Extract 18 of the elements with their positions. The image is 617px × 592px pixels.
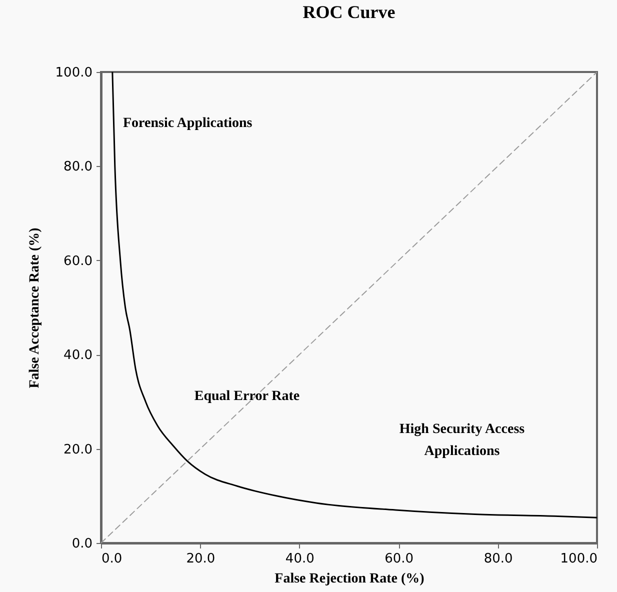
y-tick-label: 0.0 xyxy=(72,536,92,552)
y-tick-label: 40.0 xyxy=(64,348,92,364)
chart-title: ROC Curve xyxy=(302,2,396,22)
x-tick-label: 0.0 xyxy=(102,552,122,566)
x-tick-label: 100.0 xyxy=(560,552,598,566)
y-tick-label: 20.0 xyxy=(64,442,92,458)
y-tick-label: 80.0 xyxy=(64,160,92,175)
annotation: Equal Error Rate xyxy=(194,389,300,404)
x-tick-label: 40.0 xyxy=(285,552,314,566)
x-axis-title: False Rejection Rate (%) xyxy=(274,572,425,586)
y-tick-label: 60.0 xyxy=(64,254,92,269)
x-tick-label: 60.0 xyxy=(384,552,414,566)
y-tick-label: 100.0 xyxy=(55,66,92,80)
annotation: High Security Access Applications xyxy=(399,422,526,459)
annotation: Forensic Applications xyxy=(123,116,253,131)
y-axis-title: False Acceptance Rate (%) xyxy=(27,227,42,388)
x-tick-label: 80.0 xyxy=(484,552,513,566)
x-tick-label: 20.0 xyxy=(186,552,216,566)
